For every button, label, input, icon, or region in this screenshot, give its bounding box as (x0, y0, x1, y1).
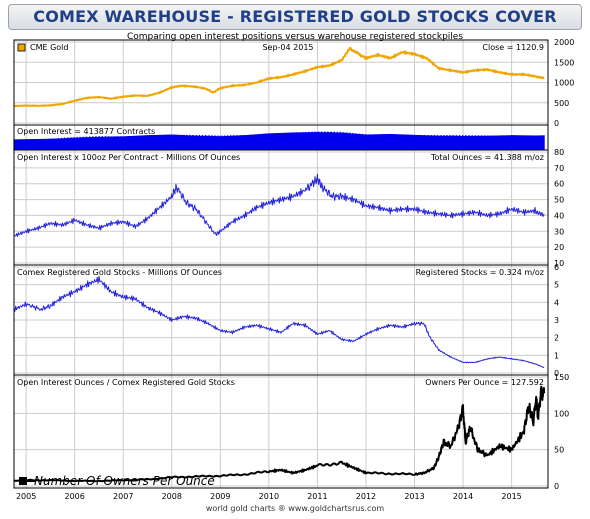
y-tick-label: 1500 (554, 58, 574, 67)
owners_per_ounce-line (13, 385, 546, 483)
x-tick-label: 2011 (307, 492, 327, 501)
y-tick-label: 50 (554, 446, 564, 455)
y-tick-label: 3 (554, 316, 559, 325)
legend-label: Number Of Owners Per Ounce (34, 474, 215, 488)
x-tick-label: 2007 (113, 492, 133, 501)
y-tick-label: 0 (554, 482, 559, 491)
y-tick-label: 100 (554, 409, 569, 418)
y-tick-label: 20 (554, 243, 564, 252)
panel-border (13, 374, 549, 489)
x-tick-label: 2008 (162, 492, 182, 501)
x-axis: 2005 2006 2007 2008 2009 2010 2011 2012 2013 2014… (16, 492, 522, 501)
y-tick-label: 50 (554, 196, 564, 205)
price-line (13, 46, 545, 108)
y-tick-label: 0 (554, 369, 559, 378)
y-tick-label: 30 (554, 227, 564, 236)
y-tick-label: 500 (554, 99, 569, 108)
y-tick-label: 10 (554, 259, 564, 268)
y-tick-label: 2000 (554, 38, 574, 47)
chart-subtitle: Comparing open interest positions versus… (127, 32, 463, 42)
y-tick-label: 1000 (554, 79, 574, 88)
panel-border (13, 149, 549, 266)
panel-readout: Total Ounces = 41.388 m/oz (430, 153, 544, 162)
y-tick-label: 2 (554, 334, 559, 343)
panel-oz_per_contract: 10 20 30 40 50 60 70 80 Open Interest x 100oz Pe… (13, 148, 564, 268)
x-tick-label: 2014 (453, 492, 473, 501)
y-tick-label: 40 (554, 211, 564, 220)
oz_per_contract-line (13, 173, 545, 237)
registered_stocks-line (13, 275, 545, 369)
x-tick-label: 2013 (404, 492, 424, 501)
legend-label: CME Gold (30, 43, 68, 52)
y-tick-label: 5 (554, 281, 559, 290)
panel-readout: Owners Per Ounce = 127.592 (425, 378, 544, 387)
x-tick-label: 2006 (65, 492, 85, 501)
open-interest-readout: Open Interest = 413877 Contracts (17, 127, 155, 136)
panel-label: Open Interest x 100oz Per Contract - Mil… (17, 153, 240, 162)
x-tick-label: 2010 (259, 492, 279, 501)
y-tick-label: 60 (554, 180, 564, 189)
y-tick-label: 4 (554, 298, 559, 307)
panel-price: 0 500 1000 1500 2000 CME Gold Sep-04 2015 Close… (13, 38, 574, 128)
y-tick-label: 150 (554, 373, 569, 382)
y-tick-label: 0 (554, 119, 559, 128)
x-tick-label: 2005 (16, 492, 36, 501)
panel-label: Comex Registered Gold Stocks - Millions … (17, 268, 222, 277)
panel-registered_stocks: 0 1 2 3 4 5 6 Comex Registered Gold Stocks - Mi… (13, 263, 559, 378)
panel-open_interest: Open Interest = 413877 Contracts (13, 124, 549, 151)
panel-owners_per_ounce: 0 50 100 150 Open Interest Ounces / Comex Re… (13, 373, 569, 491)
panel-label: Open Interest Ounces / Comex Registered … (17, 378, 235, 387)
legend-swatch (17, 43, 26, 52)
chart-footer: world gold charts ® www.goldchartsrus.co… (206, 504, 384, 513)
page-title: COMEX WAREHOUSE - REGISTERED GOLD STOCKS… (8, 4, 582, 30)
y-tick-label: 80 (554, 148, 564, 157)
y-tick-label: 1 (554, 351, 559, 360)
panel-readout: Registered Stocks = 0.324 m/oz (416, 268, 544, 277)
price-readout: Close = 1120.9 (482, 43, 544, 52)
x-tick-label: 2012 (356, 492, 376, 501)
date-label: Sep-04 2015 (262, 43, 313, 52)
y-tick-label: 6 (554, 263, 559, 272)
x-tick-label: 2015 (501, 492, 521, 501)
y-tick-label: 70 (554, 164, 564, 173)
x-tick-label: 2009 (210, 492, 230, 501)
